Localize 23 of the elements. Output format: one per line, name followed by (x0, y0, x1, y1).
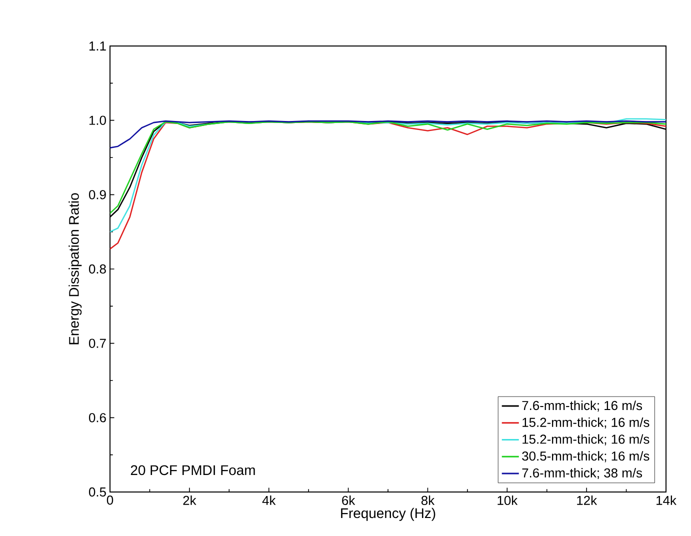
x-tick-label: 10k (498, 496, 518, 506)
legend-label: 7.6-mm-thick; 38 m/s (522, 468, 642, 480)
y-axis-title: Energy Dissipation Ratio (68, 193, 82, 344)
legend-label: 30.5-mm-thick; 16 m/s (522, 451, 650, 462)
x-tick-label: 14k (656, 496, 676, 505)
x-tick-label: 2k (183, 496, 196, 505)
x-tick-label: 12k (577, 496, 598, 505)
y-tick-label: 1.1 (89, 42, 106, 50)
x-tick-label: 6k (342, 496, 356, 506)
legend-label: 15.2-mm-thick; 16 m/s (522, 434, 650, 446)
y-tick-label: 0.9 (88, 190, 106, 200)
x-axis-title: Frequency (Hz) (341, 508, 436, 521)
legend-label: 7.6-mm-thick; 16 m/s (522, 400, 642, 412)
legend-label: 15.2-mm-thick; 16 m/s (522, 417, 650, 428)
y-tick-label: 0.7 (88, 338, 106, 348)
x-tick-label: 8k (421, 496, 435, 506)
x-tick-label: 4k (262, 496, 276, 505)
y-tick-label: 0.5 (88, 487, 106, 497)
y-tick-label: 1.0 (89, 116, 106, 125)
y-tick-label: 0.6 (88, 413, 106, 422)
x-tick-label: 0 (106, 496, 114, 505)
y-tick-label: 0.8 (88, 264, 106, 274)
annotation: 20 PCF PMDI Foam (130, 465, 255, 476)
